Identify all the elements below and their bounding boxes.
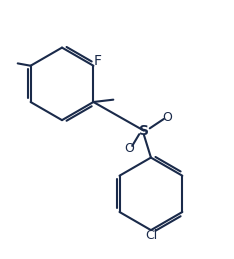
Text: O: O bbox=[162, 111, 172, 124]
Text: F: F bbox=[94, 54, 102, 68]
Text: S: S bbox=[139, 124, 149, 138]
Text: O: O bbox=[124, 142, 134, 155]
Text: Cl: Cl bbox=[145, 229, 157, 242]
